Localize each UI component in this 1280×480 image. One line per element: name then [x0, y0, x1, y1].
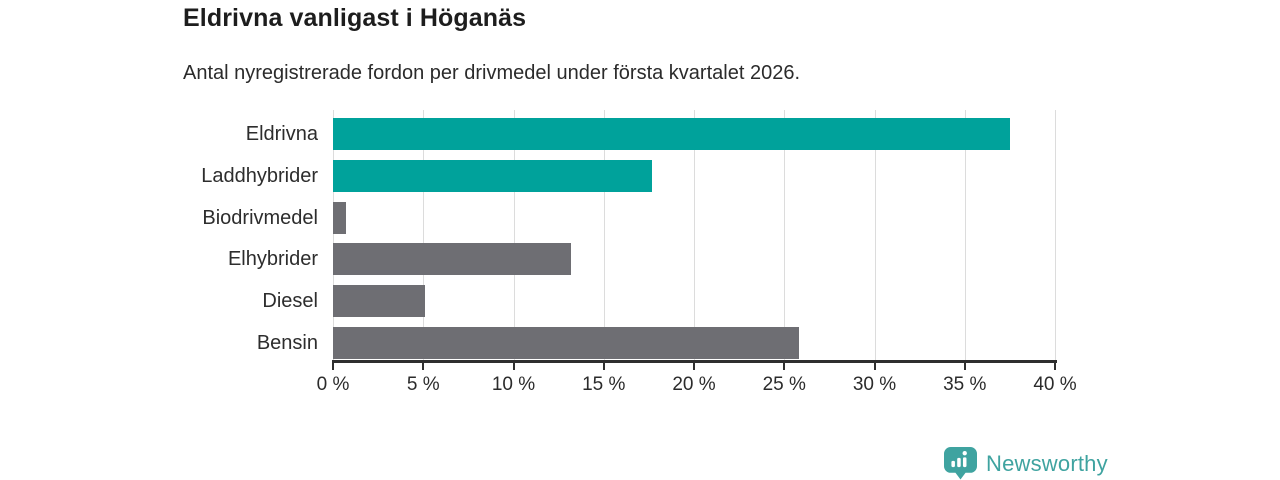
category-label-laddhybrider: Laddhybrider [201, 164, 318, 187]
gridline-5 [423, 110, 425, 360]
brand-wordmark: Newsworthy [986, 450, 1108, 476]
chart-subtitle: Antal nyregistrerade fordon per drivmede… [183, 62, 801, 84]
newsworthy-logo-icon [944, 447, 977, 480]
tick-label-35: 35 % [943, 374, 987, 395]
gridline-20 [694, 110, 695, 360]
tick-label-0: 0 % [316, 374, 350, 395]
tick-35 [963, 362, 966, 370]
gridline-0 [333, 110, 334, 360]
brand-footer: Newsworthy [944, 447, 1108, 480]
tick-label-15: 15 % [582, 374, 626, 395]
gridline-40 [1055, 110, 1056, 360]
tick-20 [693, 362, 695, 370]
bar-chart-plot-area [333, 110, 1056, 360]
category-label-eldrivna: Eldrivna [245, 123, 318, 145]
tick-label-30: 30 % [852, 374, 897, 395]
category-label-biodrivmedel: Biodrivmedel [202, 206, 318, 229]
gridline-35 [964, 110, 966, 360]
x-axis-line [332, 360, 1057, 363]
bar-eldrivna [333, 118, 1010, 150]
chart-title: Eldrivna vanligast i Höganäs [183, 4, 527, 32]
tick-15 [602, 362, 605, 370]
tick-label-10: 10 % [491, 374, 536, 395]
tick-40 [1054, 362, 1056, 370]
bar-biodrivmedel [333, 201, 346, 234]
tick-10 [512, 362, 515, 370]
category-label-bensin: Bensin [256, 332, 318, 354]
gridline-25 [784, 110, 786, 360]
tick-label-25: 25 % [762, 374, 806, 395]
tick-5 [422, 362, 425, 370]
gridline-10 [513, 110, 515, 360]
gridline-15 [603, 110, 605, 360]
tick-label-40: 40 % [1033, 374, 1077, 395]
tick-label-5: 5 % [406, 374, 440, 395]
bar-elhybrider [333, 243, 572, 276]
category-label-elhybrider: Elhybrider [227, 248, 318, 271]
bar-laddhybrider [333, 159, 653, 192]
tick-30 [873, 362, 876, 370]
bar-bensin [333, 327, 799, 359]
category-label-diesel: Diesel [262, 290, 318, 313]
gridline-30 [874, 110, 876, 360]
tick-label-20: 20 % [672, 374, 716, 395]
tick-25 [783, 362, 786, 370]
bar-diesel [333, 285, 426, 318]
tick-0 [332, 362, 334, 370]
